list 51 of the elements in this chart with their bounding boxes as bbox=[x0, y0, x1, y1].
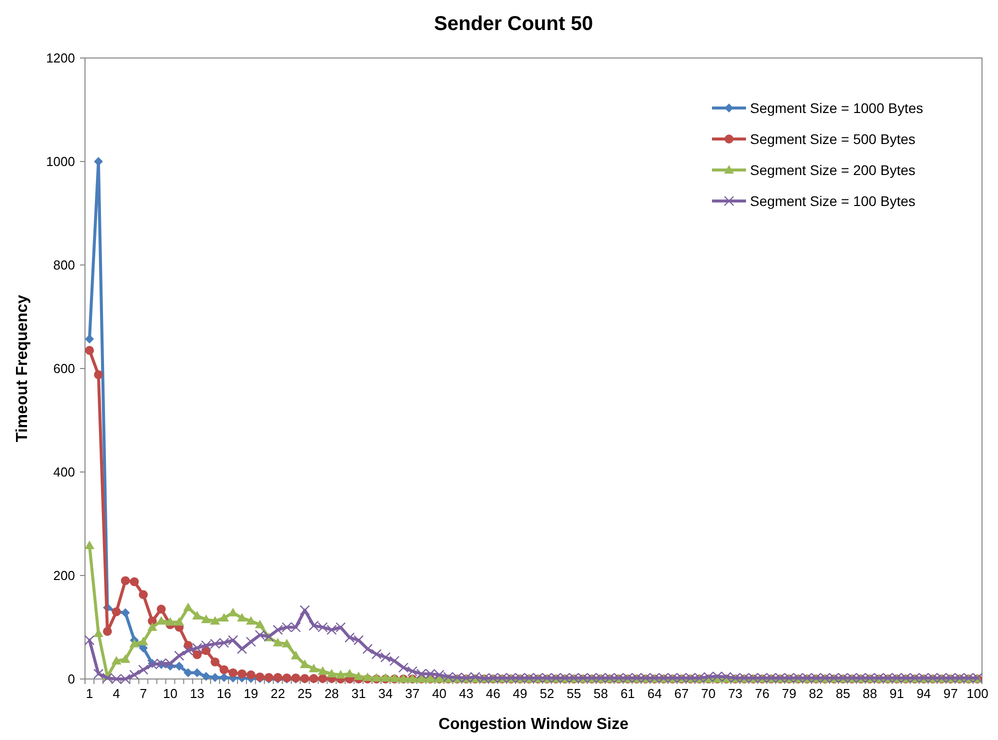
x-tick-label: 91 bbox=[890, 686, 904, 701]
x-tick-label: 1 bbox=[86, 686, 94, 701]
x-tick-label: 67 bbox=[674, 686, 689, 701]
x-tick-label: 61 bbox=[620, 686, 635, 701]
x-tick-label: 100 bbox=[966, 686, 988, 701]
x-tick-label: 55 bbox=[566, 686, 582, 701]
x-tick-label: 4 bbox=[112, 686, 120, 701]
x-axis-title: Congestion Window Size bbox=[438, 716, 629, 733]
y-tick-label: 0 bbox=[68, 672, 75, 687]
x-tick-label: 16 bbox=[216, 686, 232, 701]
legend-label: Segment Size = 100 Bytes bbox=[750, 192, 916, 209]
point bbox=[120, 608, 130, 618]
x-tick-label: 46 bbox=[486, 686, 500, 701]
legend-label: Segment Size = 500 Bytes bbox=[750, 130, 916, 147]
x-tick-label: 97 bbox=[943, 686, 958, 701]
point bbox=[84, 334, 94, 344]
y-tick-label: 1200 bbox=[46, 50, 75, 66]
y-tick-label: 1000 bbox=[46, 154, 75, 170]
x-tick-label: 10 bbox=[162, 686, 178, 701]
x-tick-label: 70 bbox=[701, 686, 716, 701]
x-tick-label: 28 bbox=[324, 686, 339, 701]
y-axis-title: Timeout Frequency bbox=[14, 294, 31, 442]
y-tick-label: 600 bbox=[53, 361, 75, 376]
x-tick-label: 76 bbox=[755, 686, 770, 701]
legend-label: Segment Size = 1000 Bytes bbox=[750, 100, 924, 116]
x-tick-label: 25 bbox=[298, 686, 312, 701]
x-tick-label: 79 bbox=[782, 686, 796, 701]
y-tick-label: 800 bbox=[53, 258, 75, 273]
x-tick-label: 82 bbox=[808, 686, 824, 701]
x-tick-label: 73 bbox=[728, 686, 743, 701]
x-tick-label: 7 bbox=[140, 686, 147, 701]
point bbox=[202, 672, 211, 681]
x-tick-label: 43 bbox=[458, 686, 474, 701]
x-tick-label: 22 bbox=[270, 686, 286, 701]
y-tick-label: 400 bbox=[53, 464, 75, 480]
x-tick-label: 19 bbox=[244, 686, 258, 701]
x-tick-label: 31 bbox=[351, 686, 366, 701]
x-tick-label: 49 bbox=[512, 686, 528, 701]
x-tick-label: 64 bbox=[647, 686, 662, 701]
x-tick-label: 88 bbox=[862, 686, 878, 701]
x-tick-label: 13 bbox=[190, 686, 204, 701]
x-tick-label: 58 bbox=[594, 686, 608, 701]
x-tick-label: 37 bbox=[405, 686, 420, 701]
x-tick-label: 85 bbox=[836, 686, 850, 701]
x-tick-label: 40 bbox=[432, 686, 447, 701]
y-tick-label: 200 bbox=[53, 568, 75, 584]
legend-label: Segment Size = 200 Bytes bbox=[750, 162, 916, 178]
x-tick-label: 52 bbox=[540, 686, 554, 701]
chart-title: Sender Count 50 bbox=[434, 13, 593, 35]
x-tick-label: 94 bbox=[916, 686, 931, 701]
x-tick-label: 34 bbox=[378, 686, 393, 701]
